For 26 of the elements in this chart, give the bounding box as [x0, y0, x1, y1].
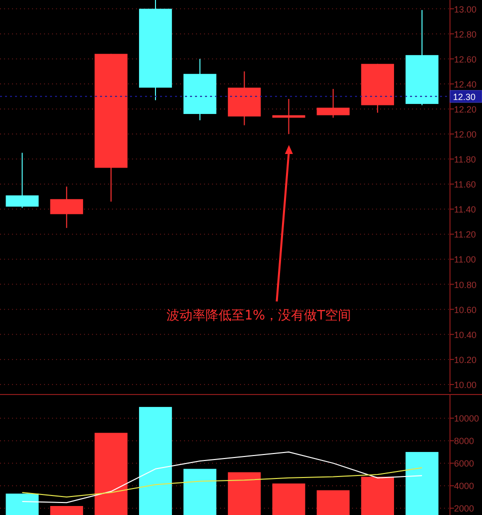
y-tick-label: 2000: [454, 504, 474, 514]
annotation: 波动率降低至1%，没有做T空间: [166, 307, 352, 324]
y-tick-label: 10.60: [454, 304, 477, 315]
ref-line-label: 12.30: [453, 92, 476, 102]
y-tick-label: 10000: [454, 414, 480, 424]
y-tick-label: 11.60: [454, 180, 476, 190]
y-tick-label: 4000: [454, 481, 474, 492]
y-tick-label: 8000: [454, 436, 474, 446]
candlestick: [272, 98, 306, 135]
line-series: [22, 467, 422, 498]
y-tick-label: 11.80: [454, 154, 476, 165]
y-tick-label: 10.40: [454, 330, 477, 340]
line-series: [22, 452, 422, 504]
y-tick-label: 10.20: [454, 354, 477, 365]
y-tick-label: 13.00: [454, 4, 477, 14]
y-tick-label: 11.40: [454, 204, 476, 215]
y-tick-label: 6000: [454, 458, 474, 469]
y-tick-label: 12.80: [454, 29, 477, 40]
y-tick-label: 12.60: [454, 54, 477, 64]
y-tick-label: 12.00: [454, 130, 477, 140]
y-tick-label: 10.00: [454, 380, 477, 390]
y-tick-label: 11.20: [454, 230, 476, 240]
y-tick-label: 10.80: [454, 280, 477, 290]
y-tick-label: 11.00: [454, 254, 476, 265]
y-tick-label: 12.20: [454, 104, 477, 114]
y-tick-label: 12.40: [454, 79, 477, 90]
